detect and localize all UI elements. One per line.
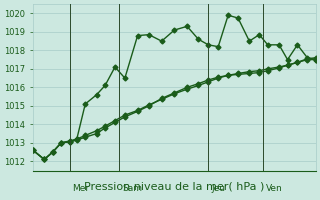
- Text: Mer: Mer: [73, 184, 90, 193]
- X-axis label: Pression niveau de la mer( hPa ): Pression niveau de la mer( hPa ): [84, 182, 265, 192]
- Text: Ven: Ven: [266, 184, 283, 193]
- Text: Sam: Sam: [122, 184, 142, 193]
- Text: Jeu: Jeu: [211, 184, 225, 193]
